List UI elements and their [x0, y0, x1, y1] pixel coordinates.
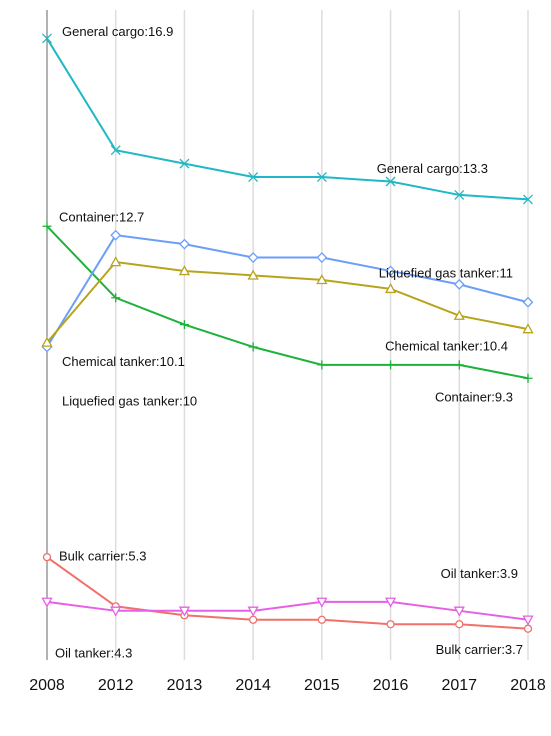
- annotation: Liquefied gas tanker:10: [62, 393, 197, 408]
- marker: [110, 229, 122, 241]
- marker: [110, 145, 121, 156]
- marker: [41, 597, 53, 608]
- marker: [522, 323, 534, 334]
- x-tick-label: 2012: [98, 677, 134, 694]
- x-tick-label: 2018: [510, 677, 546, 694]
- marker: [385, 176, 396, 187]
- annotation: General cargo:16.9: [62, 24, 173, 39]
- x-tick-label: 2016: [373, 677, 409, 694]
- marker: [385, 265, 396, 277]
- marker: [42, 33, 52, 44]
- marker: [317, 615, 327, 624]
- marker: [454, 189, 465, 200]
- marker: [317, 360, 327, 370]
- annotation: Oil tanker:3.9: [441, 566, 518, 581]
- x-tick-label: 2014: [235, 677, 271, 694]
- annotation: Bulk carrier:5.3: [59, 549, 146, 564]
- annotation: Liquefied gas tanker:11: [379, 266, 513, 281]
- marker: [453, 606, 465, 617]
- annotation: General cargo:13.3: [377, 161, 488, 176]
- marker: [42, 552, 52, 562]
- marker: [179, 238, 190, 250]
- annotation: Bulk carrier:3.7: [436, 642, 523, 657]
- marker: [316, 274, 328, 285]
- marker: [248, 615, 258, 624]
- marker: [453, 309, 465, 320]
- annotation: Chemical tanker:10.1: [62, 354, 185, 369]
- marker: [384, 282, 397, 294]
- x-tick-label: 2017: [441, 677, 477, 694]
- marker: [523, 624, 533, 633]
- marker: [248, 172, 259, 183]
- series-line: [46, 600, 529, 621]
- marker: [179, 158, 190, 169]
- marker: [455, 620, 464, 629]
- marker: [454, 360, 464, 370]
- marker: [316, 252, 328, 263]
- marker: [522, 296, 534, 308]
- marker: [247, 252, 259, 263]
- marker: [384, 597, 397, 608]
- marker: [178, 606, 191, 617]
- marker: [316, 172, 327, 183]
- marker: [41, 336, 53, 347]
- series-line: [46, 260, 529, 344]
- marker: [523, 373, 533, 383]
- annotation: Container:12.7: [59, 210, 144, 225]
- marker: [316, 597, 328, 608]
- marker: [111, 293, 121, 303]
- marker: [247, 269, 259, 280]
- annotation: Chemical tanker:10.4: [385, 339, 508, 354]
- marker: [522, 615, 534, 626]
- x-tick-label: 2008: [29, 677, 65, 694]
- marker: [110, 606, 122, 617]
- marker: [179, 320, 189, 330]
- marker: [386, 620, 395, 629]
- marker: [247, 606, 259, 617]
- x-tick-label: 2013: [167, 677, 203, 694]
- annotation: Oil tanker:4.3: [55, 645, 132, 660]
- marker: [523, 194, 533, 205]
- marker: [42, 221, 52, 231]
- marker: [110, 256, 122, 267]
- marker: [248, 342, 258, 352]
- series-line: [46, 234, 529, 348]
- series-line: [46, 556, 529, 630]
- x-tick-label: 2015: [304, 677, 340, 694]
- marker: [386, 360, 396, 370]
- series-line: [46, 37, 529, 201]
- series-line: [46, 225, 529, 380]
- marker: [453, 278, 465, 290]
- marker: [178, 265, 191, 276]
- annotation: Container:9.3: [435, 390, 513, 405]
